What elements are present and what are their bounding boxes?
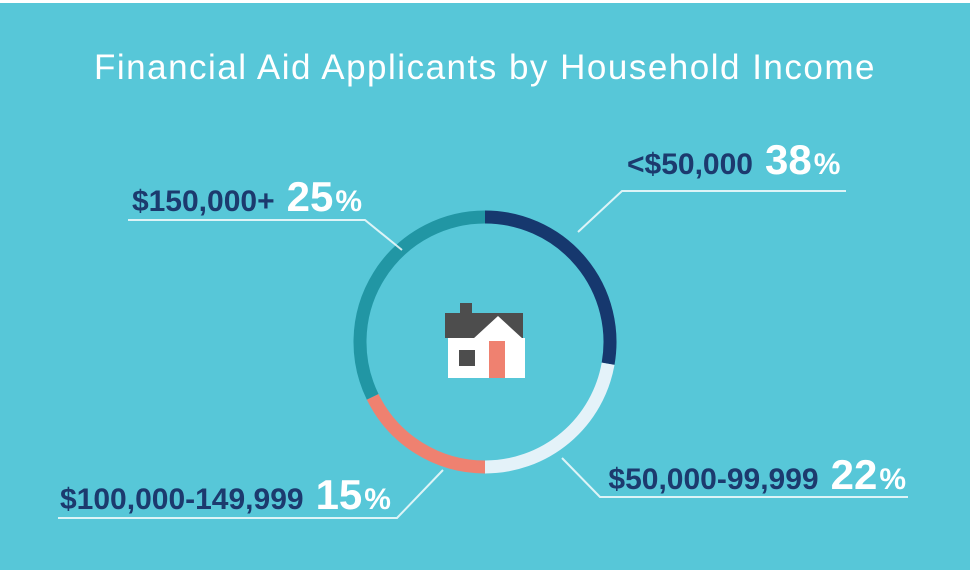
house-gable-icon [473,316,523,339]
top-border-line [0,0,970,3]
percent-sign: % [813,148,841,181]
donut-segment-3 [353,210,486,400]
segment-label-150k-plus: $150,000+ 25% [132,176,362,218]
segment-label-under-50k: <$50,000 38% [627,139,840,181]
percent-sign: % [364,483,391,516]
percent-sign: % [879,463,906,496]
segment-category-150k-plus: $150,000+ [131,185,275,218]
percent-sign: % [335,185,362,218]
segment-value-100k-149k: 15 [315,471,363,518]
donut-segment-2 [366,393,486,474]
segment-label-100k-149k: $100,000-149,999 15% [60,474,391,516]
leader-line-1 [561,457,908,498]
segment-value-50k-99k: 22 [830,451,878,498]
segment-value-under-50k: 38 [764,136,812,183]
leader-line-0 [577,190,846,233]
leader-line-3 [128,219,403,251]
segment-category-50k-99k: $50,000-99,999 [608,463,819,496]
leader-line-2 [58,469,444,519]
segment-category-under-50k: <$50,000 [627,148,753,181]
segment-category-100k-149k: $100,000-149,999 [60,483,304,516]
donut-segment-1 [484,362,615,474]
segment-label-50k-99k: $50,000-99,999 22% [608,454,906,496]
house-chimney-icon [460,303,472,316]
house-window-icon [459,350,475,366]
house-door-icon [489,341,505,378]
chart-title: Financial Aid Applicants by Household In… [94,48,876,87]
donut-segment-0 [484,210,617,365]
segment-value-150k-plus: 25 [286,173,334,220]
house-icon [444,302,526,379]
